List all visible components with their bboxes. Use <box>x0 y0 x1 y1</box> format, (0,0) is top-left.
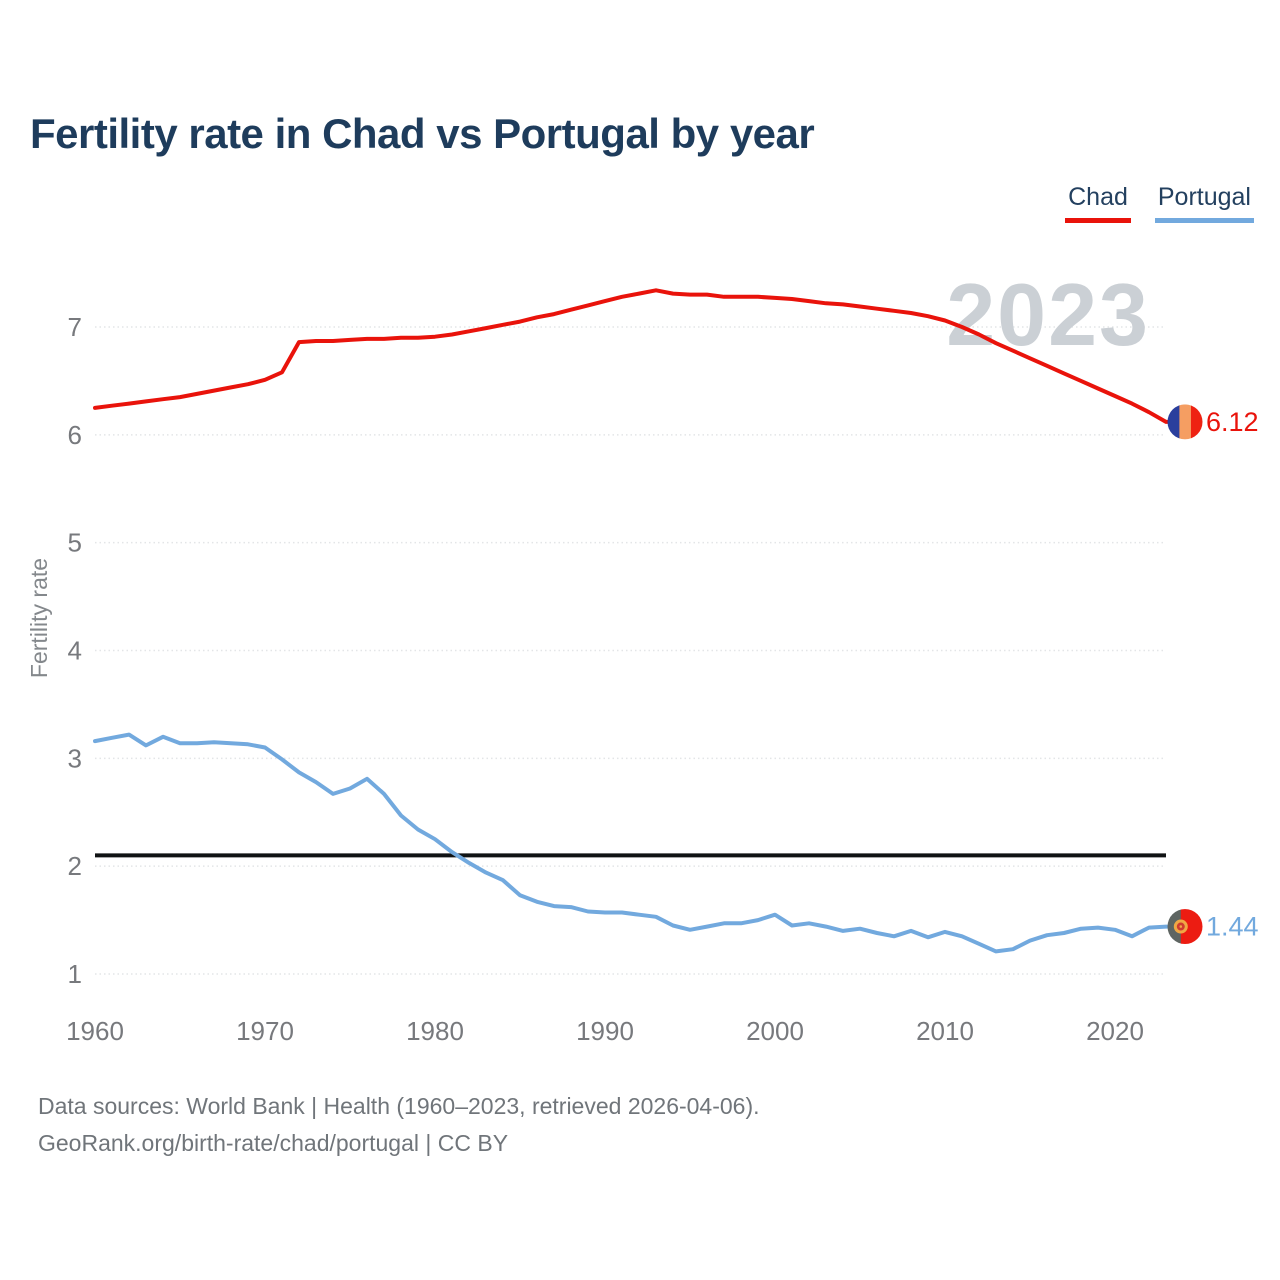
page-title: Fertility rate in Chad vs Portugal by ye… <box>30 110 815 157</box>
footer: Data sources: World Bank | Health (1960–… <box>38 1088 760 1162</box>
series-line-portugal <box>93 732 1187 954</box>
y-tick-label: 7 <box>68 312 82 342</box>
legend-label-portugal: Portugal <box>1157 183 1251 211</box>
end-value-label-portugal: 1.44 <box>1206 912 1259 942</box>
portugal-flag-icon <box>1167 909 1203 945</box>
x-tick-label: 1980 <box>406 1016 464 1046</box>
x-tick-label: 1970 <box>236 1016 294 1046</box>
footer-sources-line: Data sources: World Bank | Health (1960–… <box>38 1093 760 1119</box>
watermark-year: 2023 <box>946 265 1150 364</box>
y-tick-label: 6 <box>68 420 82 450</box>
x-tick-label: 2000 <box>746 1016 804 1046</box>
legend-label-chad: Chad <box>1068 183 1128 211</box>
y-tick-label: 4 <box>68 636 82 666</box>
legend-item-chad[interactable]: Chad <box>1065 183 1131 223</box>
end-value-label-chad: 6.12 <box>1206 407 1259 437</box>
x-tick-label: 2010 <box>916 1016 974 1046</box>
series-line-chad <box>93 288 1187 424</box>
x-tick-label: 2020 <box>1086 1016 1144 1046</box>
x-tick-label: 1960 <box>66 1016 124 1046</box>
chad-flag-icon <box>1167 404 1203 440</box>
legend-item-portugal[interactable]: Portugal <box>1154 183 1254 223</box>
legend: Chad Portugal <box>1065 183 1254 223</box>
footer-attribution-line: GeoRank.org/birth-rate/chad/portugal | C… <box>38 1130 509 1156</box>
y-tick-label: 5 <box>68 528 82 558</box>
x-tick-label: 1990 <box>576 1016 634 1046</box>
y-tick-label: 2 <box>68 851 82 881</box>
y-axis-title: Fertility rate <box>26 558 52 678</box>
y-tick-label: 3 <box>68 743 82 773</box>
y-tick-label: 1 <box>68 959 82 989</box>
